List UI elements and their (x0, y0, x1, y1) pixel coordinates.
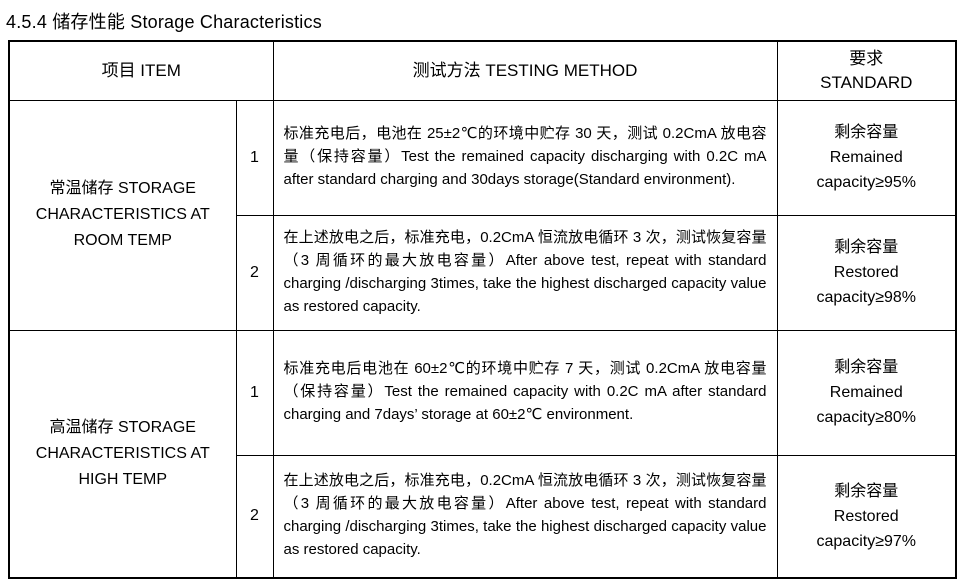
standard-line-en1: Restored (833, 507, 899, 525)
standard-line-en2: capacity≥98% (816, 289, 917, 306)
testing-method-cell: 标准充电后，电池在 25±2℃的环境中贮存 30 天，测试 0.2CmA 放电容… (272, 99, 778, 216)
standard-cell: 剩余容量 Remained capacity≥80% (776, 329, 957, 456)
item-cell-room-temp: 常温储存 STORAGE CHARACTERISTICS AT ROOM TEM… (8, 99, 237, 331)
standard-line-cn: 剩余容量 (834, 124, 899, 141)
standard-cell: 剩余容量 Restored capacity≥97% (776, 454, 957, 579)
table-row: 2 在上述放电之后，标准充电，0.2CmA 恒流放电循环 3 次，测试恢复容量（… (9, 214, 957, 331)
standard-line-en2: capacity≥97% (816, 532, 917, 550)
standard-line-en1: Remained (829, 384, 903, 401)
standard-line-en2: capacity≥95% (816, 174, 917, 191)
standard-line-en1: Restored (833, 264, 899, 281)
row-number-cell: 2 (235, 214, 274, 331)
testing-method-cell: 在上述放电之后，标准充电，0.2CmA 恒流放电循环 3 次，测试恢复容量（3 … (272, 214, 778, 331)
storage-characteristics-table: 项目 ITEM 测试方法 TESTING METHOD 要求 STANDARD … (8, 40, 957, 579)
testing-method-cell: 标准充电后电池在 60±2℃的环境中贮存 7 天，测试 0.2CmA 放电容量（… (272, 329, 778, 456)
header-standard-line1: 要求 (849, 48, 884, 68)
header-standard-line2: STANDARD (820, 72, 913, 92)
testing-method-cell: 在上述放电之后，标准充电，0.2CmA 恒流放电循环 3 次，测试恢复容量（3 … (272, 454, 778, 579)
standard-cell: 剩余容量 Restored capacity≥98% (776, 214, 957, 331)
standard-cell: 剩余容量 Remained capacity≥95% (776, 99, 957, 216)
table-header-row: 项目 ITEM 测试方法 TESTING METHOD 要求 STANDARD (8, 40, 957, 101)
item-cell-high-temp: 高温储存 STORAGE CHARACTERISTICS AT HIGH TEM… (8, 329, 237, 579)
table-row: 常温储存 STORAGE CHARACTERISTICS AT ROOM TEM… (8, 99, 957, 331)
table-row: 2 在上述放电之后，标准充电，0.2CmA 恒流放电循环 3 次，测试恢复容量（… (9, 454, 957, 579)
standard-line-cn: 剩余容量 (834, 482, 899, 500)
table-row: 高温储存 STORAGE CHARACTERISTICS AT HIGH TEM… (8, 329, 957, 579)
standard-line-en1: Remained (829, 149, 903, 166)
standard-line-cn: 剩余容量 (834, 239, 899, 256)
standard-line-en2: capacity≥80% (816, 409, 917, 426)
section-title: 4.5.4 储存性能 Storage Characteristics (6, 12, 322, 32)
header-testing-method: 测试方法 TESTING METHOD (272, 40, 778, 101)
standard-line-cn: 剩余容量 (834, 359, 899, 376)
header-item: 项目 ITEM (8, 40, 274, 101)
row-number-cell: 2 (235, 454, 274, 579)
row-number-cell: 1 (235, 99, 274, 216)
header-standard: 要求 STANDARD (776, 40, 957, 101)
row-number-cell: 1 (235, 329, 274, 456)
